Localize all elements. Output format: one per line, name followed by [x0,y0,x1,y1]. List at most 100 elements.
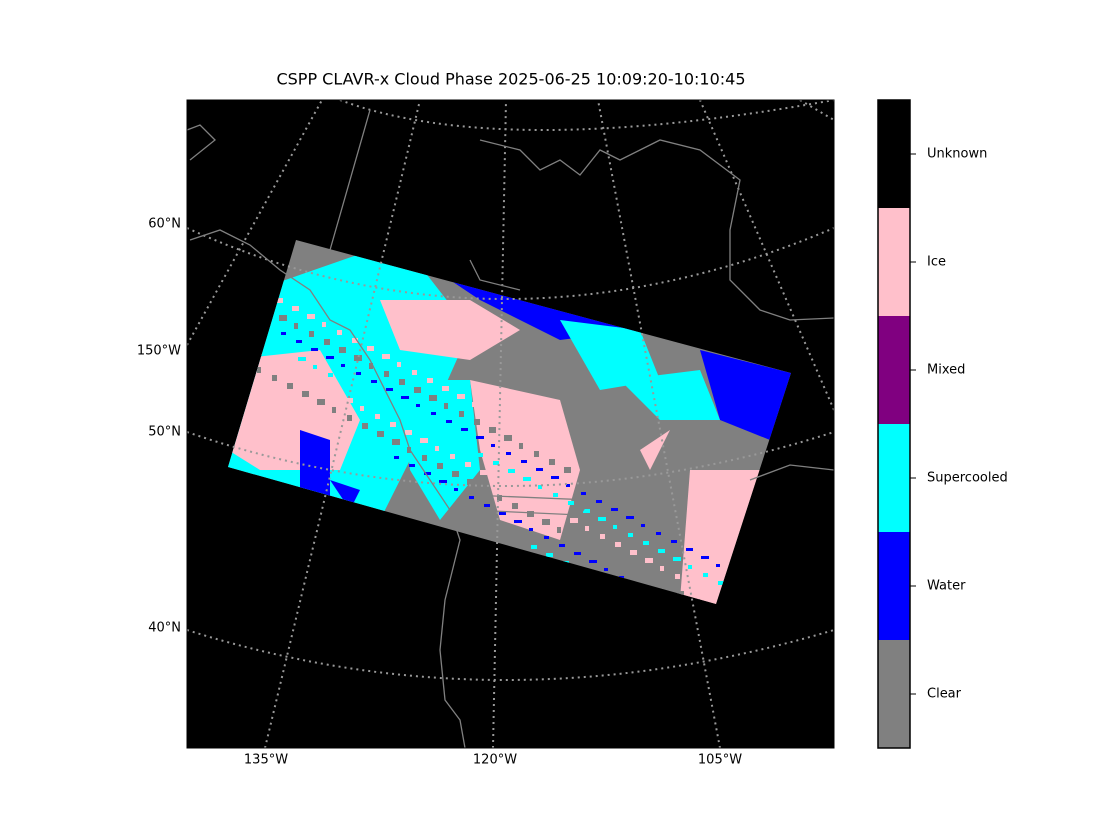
phase-speck [718,581,724,585]
phase-speck [431,412,436,415]
phase-speck [531,545,537,549]
phase-speck [559,544,565,547]
phase-speck [444,403,448,409]
phase-speck [675,574,680,579]
phase-speck [489,427,496,433]
phase-speck [277,298,283,303]
phase-speck [579,475,587,481]
graticule [187,100,834,748]
phase-speck [358,389,365,393]
axis-labels: 60°N 50°N 40°N 150°W 135°W 120°W 105°W [137,217,742,768]
lon-label: 150°W [137,344,181,359]
phase-speck [360,406,364,411]
phase-speck [529,528,533,531]
phase-speck [549,459,555,465]
phase-speck [615,542,621,547]
phase-speck [401,396,409,399]
phase-speck [613,525,617,529]
phase-speck [412,370,417,375]
phase-speck [300,374,305,379]
phase-speck [424,472,431,475]
phase-speck [512,503,518,509]
phase-speck [581,492,586,495]
colorbar-label: Water [927,579,966,594]
phase-speck [454,488,458,491]
phase-speck [564,467,571,473]
phase-speck [459,411,464,417]
phase-speck [476,436,484,439]
colorbar-label: Ice [927,255,946,270]
colorbar-segment [878,100,910,208]
phase-speck [422,455,427,461]
phase-region [300,430,330,500]
phase-speck [371,380,377,383]
phase-speck [587,543,593,549]
colorbar-label: Clear [927,687,962,702]
phase-speck [474,419,480,425]
phase-speck [339,347,346,353]
phase-speck [354,355,362,361]
phase-region [620,370,720,420]
phase-speck [508,469,515,473]
phase-speck [448,437,456,441]
phase-speck [546,553,553,557]
phase-region [700,350,791,440]
phase-speck [527,511,534,517]
phase-speck [257,367,261,373]
phase-speck [568,501,574,505]
phase-speck [287,383,293,389]
phase-speck [352,338,358,343]
phase-speck [602,551,609,557]
phase-speck [604,568,608,571]
colorbar-label: Supercooled [927,471,1008,486]
phase-speck [540,502,546,507]
phase-speck [320,305,327,309]
phase-speck [645,558,653,563]
phase-speck [317,399,325,405]
lon-label: 120°W [473,753,517,768]
map-title: CSPP CLAVR-x Cloud Phase 2025-06-25 10:0… [276,70,745,89]
colorbar-segment [878,532,910,640]
phase-speck [703,573,708,577]
phase-speck [510,486,514,491]
phase-speck [345,398,353,403]
phase-speck [553,493,558,497]
phase-speck [388,405,392,409]
lat-label: 60°N [148,217,181,232]
phase-speck [309,331,314,337]
colorbar-label: Mixed [927,363,965,378]
phase-speck [514,520,522,523]
phase-region [560,320,660,390]
phase-speck [450,454,455,459]
phase-speck [506,452,511,455]
phase-speck [305,297,311,301]
phase-speck [572,535,577,541]
phase-speck [294,323,298,329]
phase-speck [461,428,468,431]
phase-speck [347,415,352,421]
phase-speck [574,552,581,555]
phase-speck [660,566,664,571]
phase-speck [643,541,649,545]
phase-speck [641,524,645,527]
phase-speck [302,391,309,397]
phase-speck [386,388,393,391]
phase-speck [690,582,696,587]
phase-speck [369,363,373,369]
lon-label: 135°W [244,753,288,768]
phase-speck [656,532,661,535]
phase-speck [658,549,665,553]
phase-speck [392,439,400,445]
phase-speck [465,462,471,467]
coastlines [187,109,834,748]
phase-speck [281,332,286,335]
phase-speck [594,483,598,489]
phase-speck [446,420,452,423]
phase-region [680,470,760,604]
phase-speck [429,395,437,401]
phase-speck [487,410,492,415]
phase-speck [551,476,559,479]
phase-speck [566,484,570,487]
phase-speck [365,329,370,333]
phase-speck [356,372,361,375]
